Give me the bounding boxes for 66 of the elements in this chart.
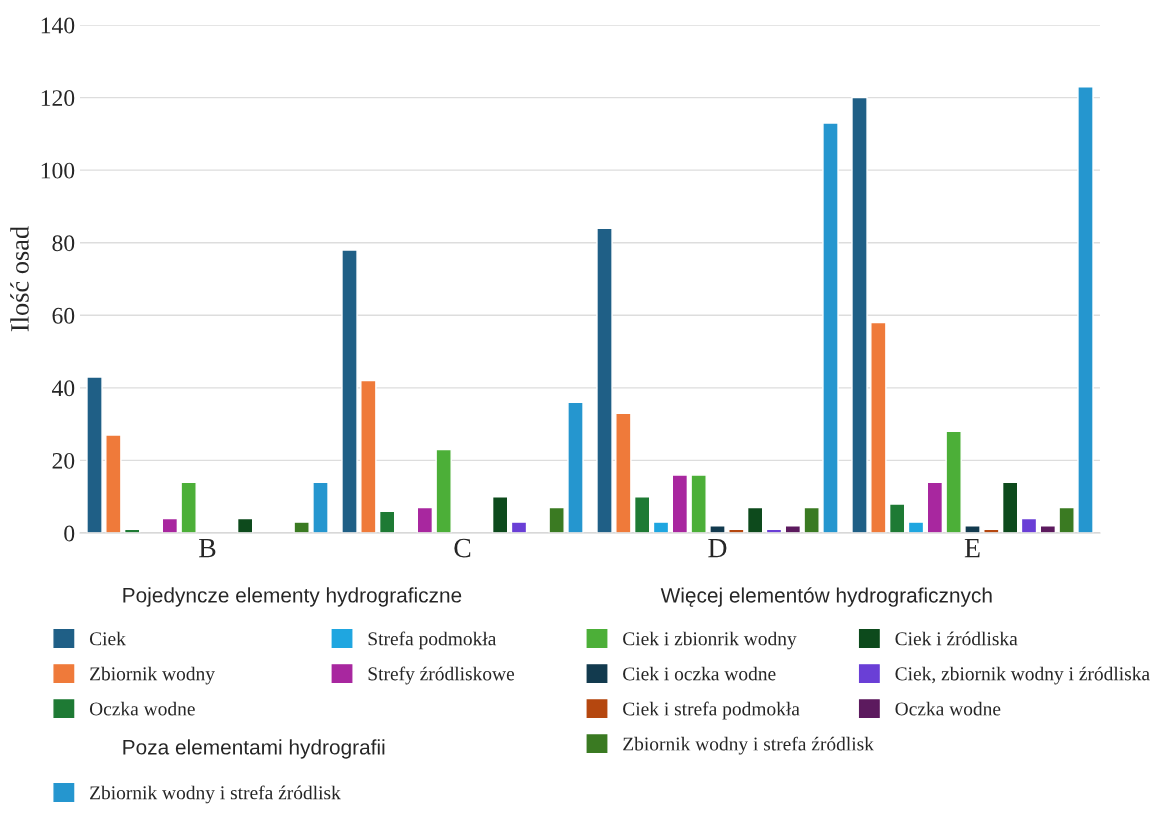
text: Poza elementami hydrografii	[123, 739, 385, 759]
bar	[803, 506, 820, 533]
y-tick-label: 0	[64, 525, 75, 542]
bar	[236, 517, 254, 533]
legend-label: Ciek i strefa podmokła	[623, 701, 800, 720]
bar	[851, 96, 868, 533]
x-tick-label: B	[199, 538, 216, 558]
legend-label: Ciek i oczka wodne	[623, 666, 776, 681]
bar	[1020, 517, 1038, 533]
legend-label: Strefa podmokła	[368, 631, 497, 650]
legend-label: Oczka wodne	[89, 701, 195, 716]
bar	[416, 506, 434, 533]
y-tick-label: 120	[41, 90, 75, 106]
y-tick-label: 40	[51, 380, 75, 397]
bar	[1001, 481, 1019, 533]
bar	[360, 379, 377, 533]
text: Pojedyncze elementy hydrograficzne	[123, 587, 462, 607]
bar	[1058, 506, 1075, 533]
bar	[615, 412, 632, 533]
y-tick-label: 80	[52, 235, 75, 252]
x-tick-label: D	[708, 538, 727, 558]
legend-label: Strefy źródliskowe	[368, 666, 515, 685]
bar	[822, 122, 839, 533]
bar	[945, 430, 962, 533]
x-tick-label: E	[964, 538, 980, 558]
bar	[341, 249, 358, 533]
x-tick-label: C	[454, 538, 471, 558]
legend-label: Zbiornik wodny i strefa źródlisk	[90, 785, 341, 804]
bar	[746, 506, 764, 533]
text: Więcej elementów hydrograficznych	[660, 587, 992, 607]
legend-label: Ciek, zbiornik wodny i źródliska	[895, 666, 1150, 685]
bar	[870, 321, 887, 533]
y-tick-label: 100	[41, 162, 75, 179]
legend-label: Zbiornik wodny i strefa źródlisk	[623, 736, 874, 755]
bar	[671, 474, 689, 533]
bar	[378, 510, 396, 533]
y-tick-label: 20	[52, 452, 75, 469]
bar	[105, 434, 122, 533]
bar	[180, 481, 197, 533]
bar	[926, 481, 944, 533]
legend-label: Oczka wodne	[895, 701, 1001, 716]
y-axis-title: Ilość osad	[10, 226, 29, 332]
legend-label: Zbiornik wodny	[90, 666, 215, 685]
bar	[652, 521, 670, 533]
bar	[888, 503, 906, 533]
bar	[293, 521, 310, 533]
bar	[510, 521, 528, 533]
bar	[567, 401, 584, 533]
bar	[596, 227, 613, 533]
bar	[161, 517, 179, 533]
bar	[435, 448, 452, 533]
bar	[548, 506, 565, 533]
bar	[491, 496, 509, 533]
bar	[633, 496, 651, 533]
bar	[709, 525, 726, 533]
legend-label: Ciek	[89, 631, 126, 646]
bar	[312, 481, 329, 533]
bar	[907, 521, 925, 533]
legend-label: Ciek i zbionrik wodny	[623, 631, 797, 650]
bar	[964, 525, 981, 533]
y-tick-label: 60	[52, 307, 75, 324]
bar	[690, 474, 707, 533]
legend-label: Ciek i źródliska	[895, 631, 1018, 646]
bar	[86, 376, 103, 533]
bar	[1077, 85, 1094, 533]
y-tick-label: 140	[41, 17, 75, 34]
